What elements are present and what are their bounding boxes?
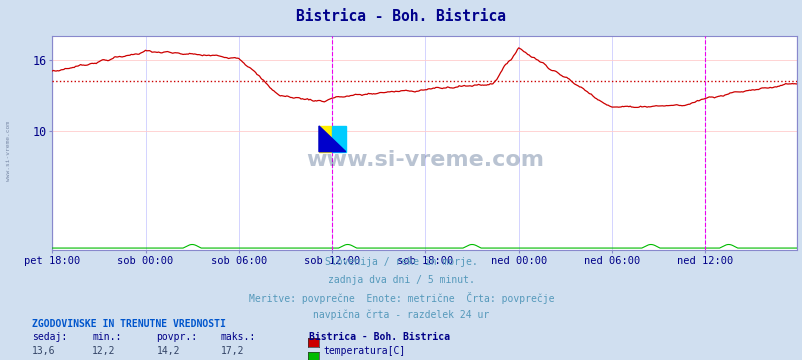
Text: www.si-vreme.com: www.si-vreme.com [6,121,10,181]
Text: povpr.:: povpr.: [156,332,197,342]
Text: 12,2: 12,2 [92,346,115,356]
Text: 17,2: 17,2 [221,346,244,356]
Bar [332,126,346,152]
Text: 14,2: 14,2 [156,346,180,356]
Text: 13,6: 13,6 [32,346,55,356]
Text: min.:: min.: [92,332,122,342]
Text: Slovenija / reke in morje.: Slovenija / reke in morje. [325,257,477,267]
Text: Bistrica - Boh. Bistrica: Bistrica - Boh. Bistrica [309,332,450,342]
Text: ZGODOVINSKE IN TRENUTNE VREDNOSTI: ZGODOVINSKE IN TRENUTNE VREDNOSTI [32,319,225,329]
Polygon shape [318,126,346,152]
Text: temperatura[C]: temperatura[C] [323,346,405,356]
Text: zadnja dva dni / 5 minut.: zadnja dva dni / 5 minut. [328,275,474,285]
Text: Bistrica - Boh. Bistrica: Bistrica - Boh. Bistrica [296,9,506,24]
Bar [318,126,332,152]
Text: sedaj:: sedaj: [32,332,67,342]
Text: www.si-vreme.com: www.si-vreme.com [306,150,543,170]
Text: navpična črta - razdelek 24 ur: navpična črta - razdelek 24 ur [313,309,489,320]
Text: Meritve: povprečne  Enote: metrične  Črta: povprečje: Meritve: povprečne Enote: metrične Črta:… [249,292,553,304]
Text: maks.:: maks.: [221,332,256,342]
